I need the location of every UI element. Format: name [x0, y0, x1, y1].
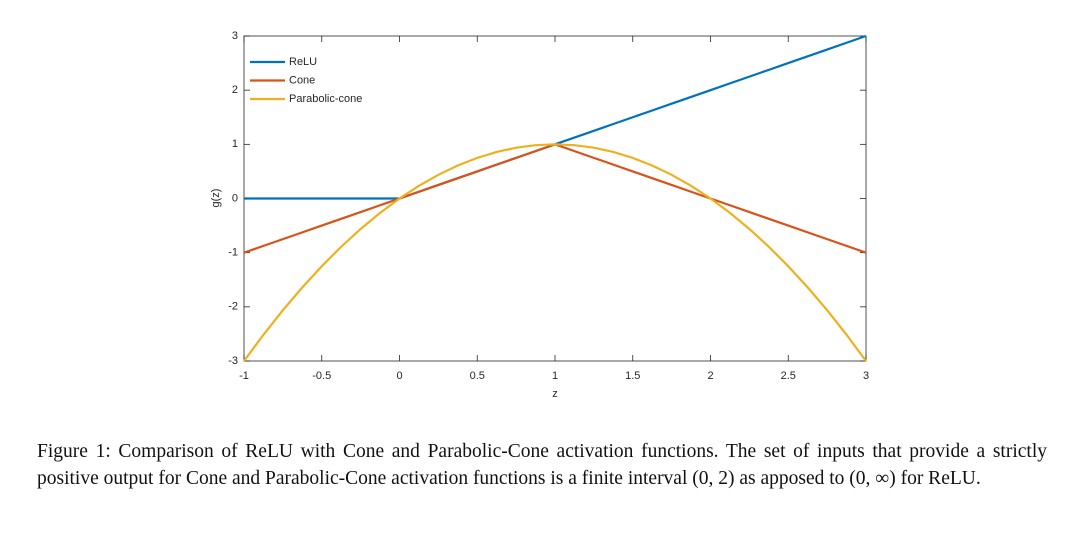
x-axis-label: z — [552, 388, 558, 400]
y-tick-label: 3 — [232, 30, 238, 42]
line-series — [243, 143, 867, 362]
legend-label: ReLU — [289, 56, 317, 68]
y-axis-label: g(z) — [210, 189, 222, 208]
y-tick-label: 2 — [232, 84, 238, 96]
x-tick-label: 1.5 — [625, 370, 640, 382]
x-tick-label: 1 — [552, 370, 558, 382]
x-tick-label: -1 — [239, 370, 249, 382]
x-tick-label: -0.5 — [312, 370, 331, 382]
x-tick-label: 2.5 — [781, 370, 796, 382]
caption: Figure 1: Comparison of ReLU with Cone a… — [37, 441, 1047, 489]
chart: z g(z) -1 -0.5 0 0.5 1 1.5 2 2.5 3 -3 -2 -1 0 1 2 3 ReLU… — [210, 30, 869, 400]
x-tick-label: 0 — [396, 370, 402, 382]
y-tick-label: -2 — [228, 301, 238, 313]
y-tick-label: -3 — [228, 355, 238, 367]
y-tick-label: 0 — [232, 192, 238, 204]
y-tick-label: -1 — [228, 247, 238, 259]
y-tick-label: 1 — [232, 138, 238, 150]
x-tick-label: 2 — [707, 370, 713, 382]
legend-label: Cone — [289, 74, 315, 86]
x-tick-label: 0.5 — [470, 370, 485, 382]
x-tick-label: 3 — [863, 370, 869, 382]
legend-label: Parabolic-cone — [289, 93, 362, 105]
